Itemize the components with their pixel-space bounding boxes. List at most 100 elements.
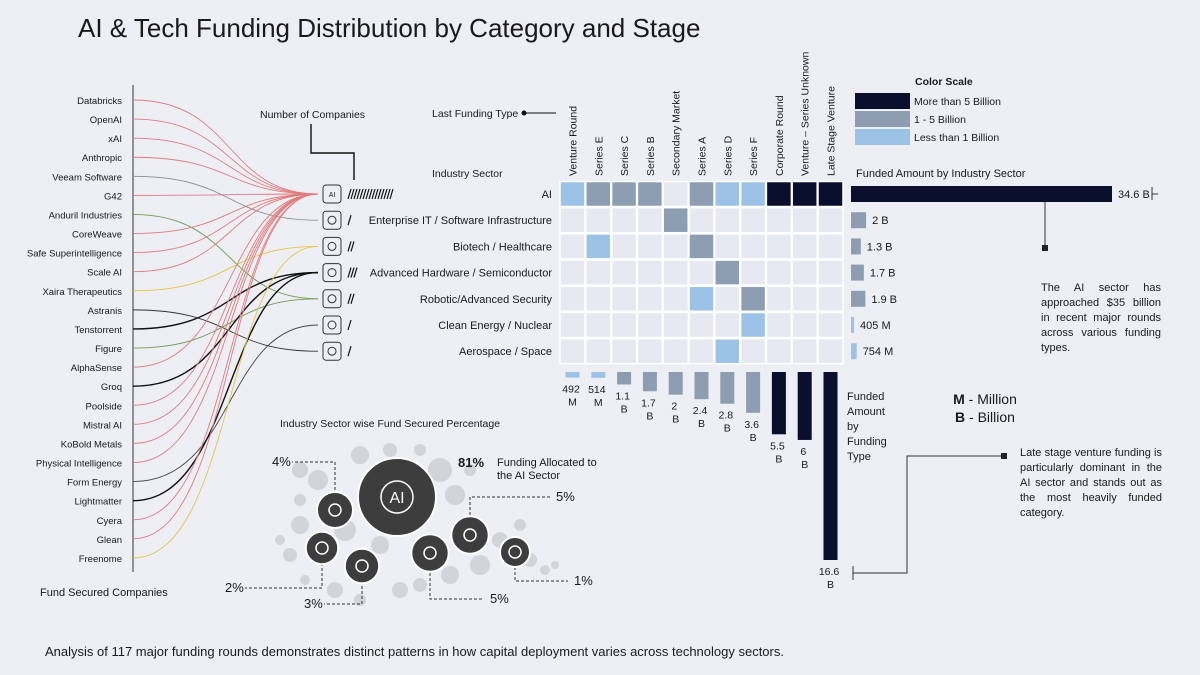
decor-dot [371,536,389,554]
heatmap-cell [739,311,767,339]
funding-type-label: Corporate Round [774,95,786,176]
legend-swatch [855,111,910,127]
company-link [132,175,319,221]
company-link [132,193,319,196]
decor-dot [464,464,476,476]
last-funding-type-label: Last Funding Type [432,108,518,120]
company-tally [350,293,355,304]
heatmap-cell [610,206,638,234]
decor-dot [551,561,559,569]
sector-name: Enterprise IT / Software Infrastructure [369,215,552,227]
company-link [132,193,319,254]
heatmap-cell [688,233,715,260]
company-tally [347,241,352,252]
sector-amount-label: 1.9 B [871,294,897,306]
sector-name: Biotech / Healthcare [453,241,552,253]
funding-type-bar [617,372,632,385]
sector-amount-label: 754 M [863,346,894,358]
heatmap-cell [636,180,664,208]
company-tally [377,188,382,200]
funding-type-amount: 5.5 B [770,440,788,465]
heatmap-cell [585,180,612,208]
heatmap-cell [585,337,612,365]
sector-icon-text: AI [329,192,336,199]
heatmap-cell [765,206,793,234]
funding-type-amount: 1.1 B [615,390,633,415]
heatmap-cell [585,259,612,286]
company-name: Anduril Industries [49,210,123,221]
funding-type-amount: 2.8 B [719,410,737,435]
share-icon [508,545,522,559]
heatmap-cell [791,206,818,234]
connector [852,455,1003,580]
company-name: Lightmatter [74,497,122,508]
company-name: Tenstorrent [74,325,122,336]
heatmap-cell [817,233,844,260]
decor-dot [308,470,328,490]
company-name: Safe Superintelligence [27,249,122,260]
heatmap-cell [765,337,793,365]
unit-abbr: B [955,409,966,425]
funding-type-label: Late Stage Venture [826,86,838,176]
company-link [132,193,319,406]
units: M - Million B - Billion [940,390,1030,426]
funding-type-bar [823,372,838,560]
heatmap-cell [610,285,638,313]
company-link [132,137,319,195]
share-icon [380,480,414,514]
company-name: Freenome [79,554,122,565]
company-link [132,118,319,195]
share-icon-text: AI [389,490,404,507]
legend-label: Less than 1 Billion [914,132,999,144]
decor-dot [383,443,397,457]
company-tally [353,267,358,278]
company-name: Poolside [86,401,122,412]
sector-icon-glyph [327,268,337,278]
heatmap-cell [610,233,638,260]
heatmap-cell [636,285,664,313]
company-tally [347,346,352,357]
company-name: G42 [104,191,122,202]
funding-type-bar [668,372,683,395]
heatmap-cell [688,285,715,313]
heatmap-cell [662,206,689,234]
unit-abbr: M [953,391,965,407]
footer: Analysis of 117 major funding rounds dem… [45,644,784,659]
unit-text: - Billion [969,409,1015,425]
share-icon [328,503,342,517]
sector-bar [851,238,861,255]
color-scale-title: Color Scale [915,76,973,88]
heatmap-cell [559,233,586,260]
heatmap-cell [714,206,741,234]
company-name: Veeam Software [52,172,122,183]
company-tally [347,319,352,331]
company-name: Glean [97,535,122,546]
company-link [132,193,319,235]
heatmap-cell [817,206,844,234]
company-link [132,193,319,273]
heatmap-cell [791,180,818,208]
unit-text: - Million [968,391,1017,407]
decor-dot [441,566,459,584]
heatmap-cell [765,233,793,260]
sector-icon [322,263,342,283]
heatmap-cell [585,311,612,339]
sector-icon [322,315,342,335]
funding-type-bar [771,372,786,435]
sector-bar [851,212,867,229]
heatmap-cell [817,337,844,365]
funding-type-bar [746,372,761,413]
company-tally [368,188,373,200]
funding-type-label: Series A [697,137,709,176]
heatmap-cell [585,206,612,234]
heatmap-cell [662,311,689,339]
funding-type-bar [642,372,657,392]
sector-icon-glyph [327,346,337,356]
connector-dot [1001,453,1007,459]
heatmap-cell [610,311,638,339]
sector-icon-glyph [327,320,337,330]
heatmap-cell [559,285,586,313]
share-label: 81% [458,455,484,470]
